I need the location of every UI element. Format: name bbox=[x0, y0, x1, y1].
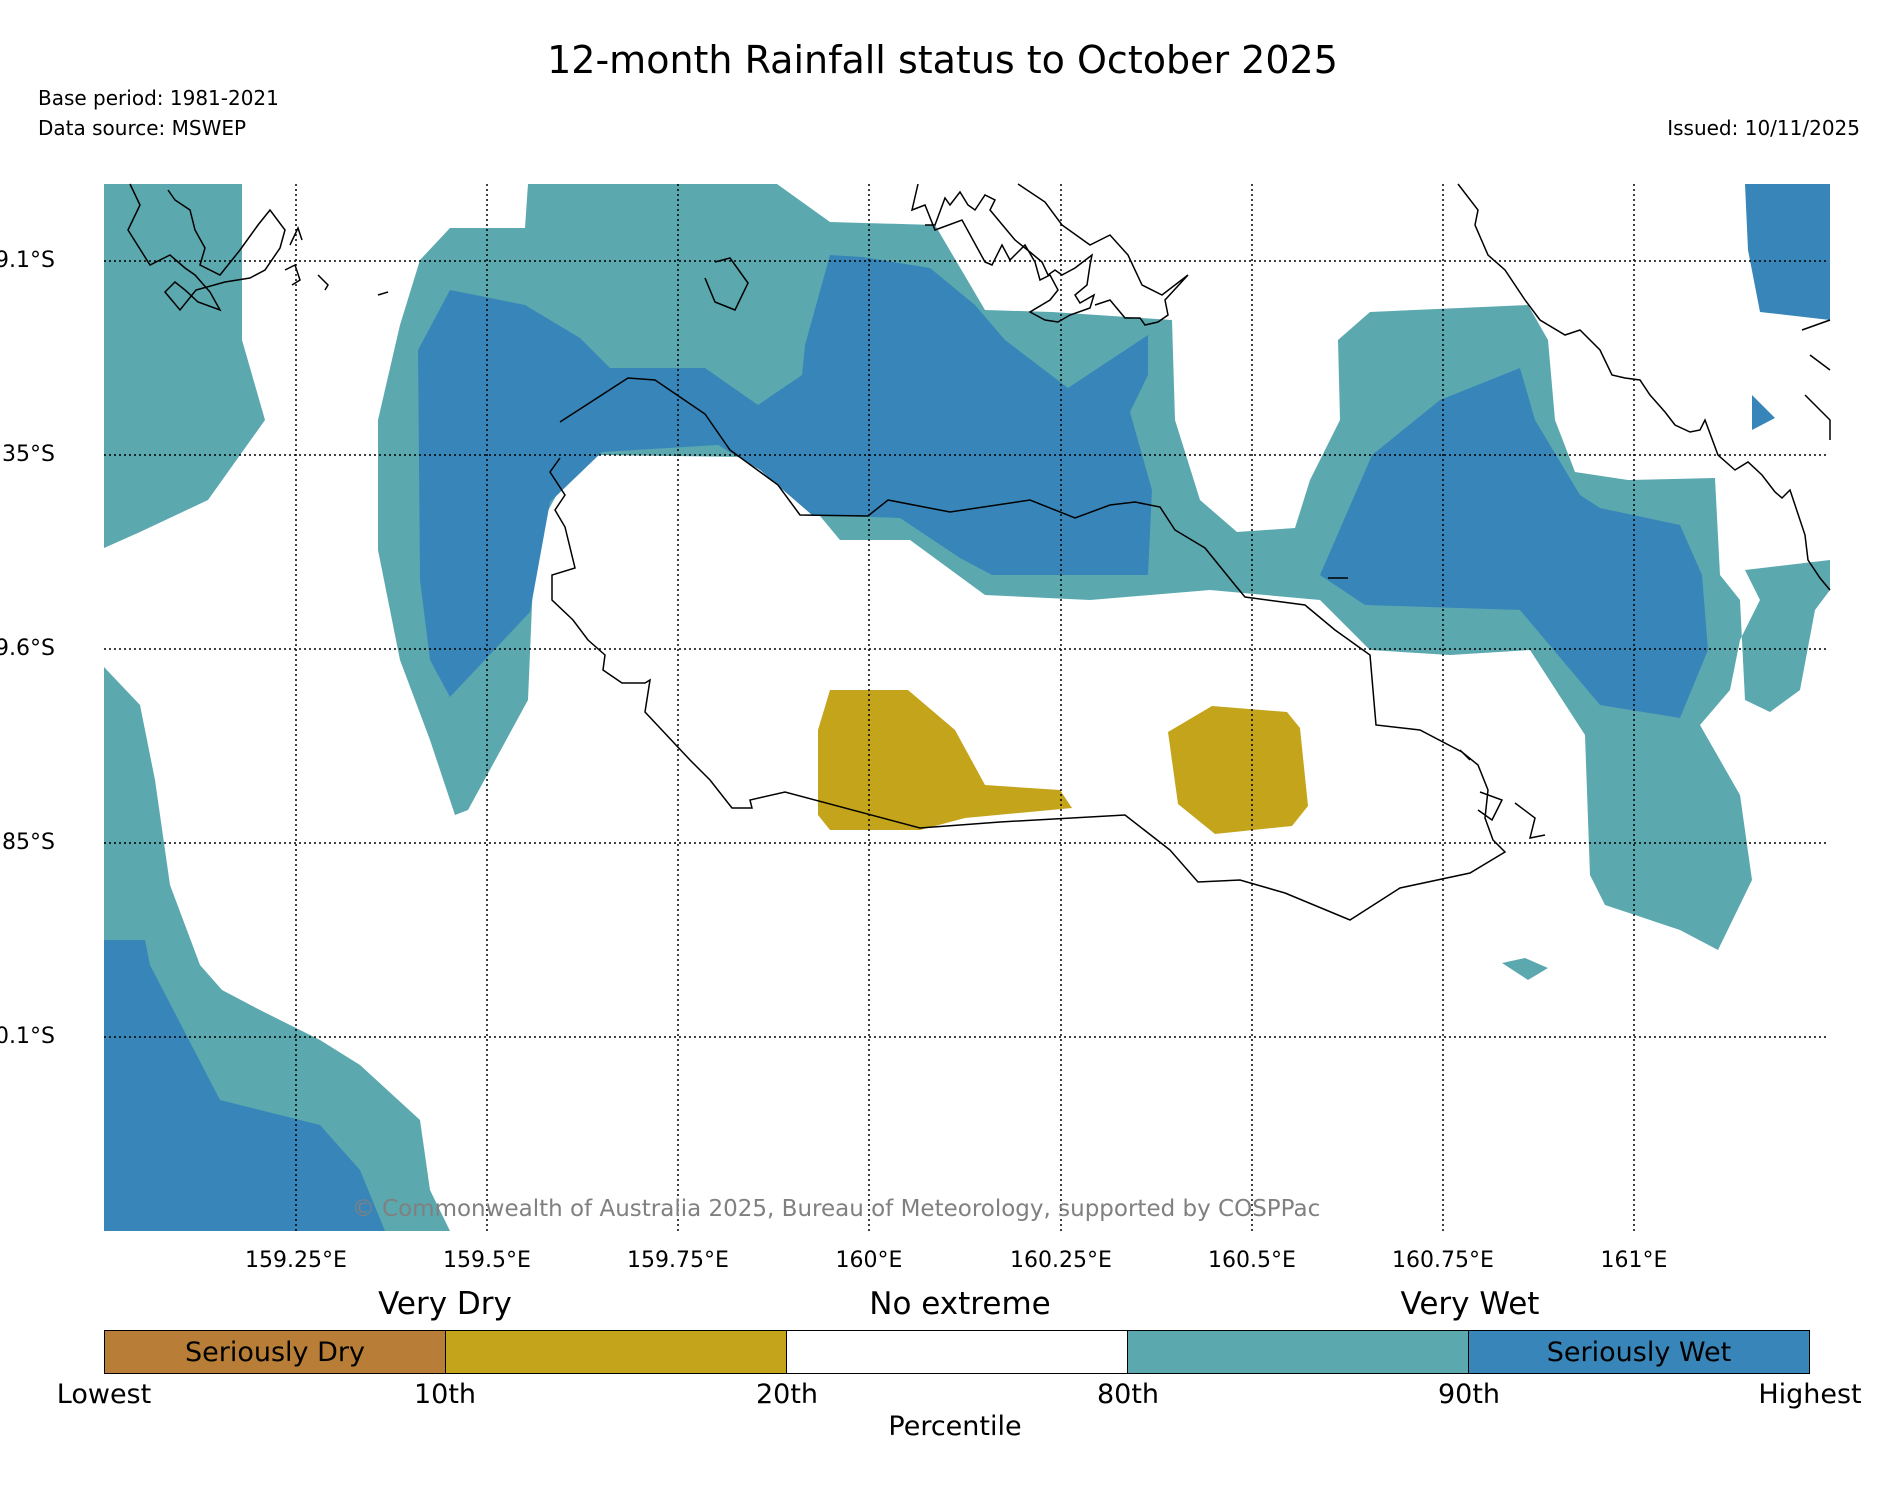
coastline-small-11 bbox=[1809, 354, 1831, 371]
coastline-small-10 bbox=[1801, 319, 1831, 331]
percentile-axis-label: Percentile bbox=[888, 1411, 1022, 1442]
coastline-small-8 bbox=[1459, 749, 1471, 761]
data-source: Data source: MSWEP bbox=[38, 116, 247, 140]
dry-region-west bbox=[818, 690, 1072, 830]
legend-segment-seriously-dry: Seriously Dry bbox=[105, 1331, 446, 1373]
lon-label: 160.75°E bbox=[1392, 1248, 1494, 1273]
seriously-wet-southwest bbox=[104, 940, 385, 1231]
lon-label: 159.5°E bbox=[443, 1248, 531, 1273]
legend-segment-label: Seriously Dry bbox=[185, 1336, 365, 1368]
coastline-small-4 bbox=[377, 291, 389, 296]
lon-label: 160.5°E bbox=[1208, 1248, 1296, 1273]
percentile-label: 80th bbox=[1096, 1379, 1160, 1410]
legend-colorbar: Seriously Dry Seriously Wet bbox=[104, 1330, 1810, 1374]
percentile-label: 90th bbox=[1437, 1379, 1501, 1410]
legend-segment-seriously-wet: Seriously Wet bbox=[1469, 1331, 1809, 1373]
legend-category-very-dry: Very Dry bbox=[378, 1286, 512, 1322]
seriously-wet-regions bbox=[104, 184, 1830, 1231]
page-title: 12-month Rainfall status to October 2025 bbox=[547, 38, 1338, 82]
legend-segment-very-dry bbox=[446, 1331, 787, 1373]
copyright-notice: © Commonwealth of Australia 2025, Bureau… bbox=[351, 1196, 1321, 1222]
lon-label: 161°E bbox=[1600, 1248, 1668, 1273]
lon-label: 159.75°E bbox=[627, 1248, 729, 1273]
legend-category-very-wet: Very Wet bbox=[1400, 1286, 1540, 1322]
dry-region-east bbox=[1168, 706, 1308, 834]
lat-label: 10.1°S bbox=[0, 1024, 55, 1049]
coastline-small-7 bbox=[1514, 802, 1546, 839]
base-period: Base period: 1981-2021 bbox=[38, 86, 279, 110]
coastline-nggela-east bbox=[1017, 183, 1189, 326]
percentile-label: 10th bbox=[413, 1379, 477, 1410]
lat-label: 9.35°S bbox=[0, 442, 55, 467]
lon-label: 160.25°E bbox=[1010, 1248, 1112, 1273]
legend-segment-no-extreme bbox=[787, 1331, 1128, 1373]
lon-label: 159.25°E bbox=[245, 1248, 347, 1273]
coastline-small-2 bbox=[284, 263, 301, 286]
coastline-savo-west bbox=[127, 183, 286, 312]
percentile-label: Lowest bbox=[56, 1379, 152, 1410]
seriously-wet-northeast-speck bbox=[1752, 395, 1775, 430]
coastline-nggela bbox=[910, 183, 1096, 323]
issued-date: Issued: 10/11/2025 bbox=[1667, 116, 1860, 140]
coastlines bbox=[127, 183, 1831, 921]
seriously-wet-northeast bbox=[1745, 184, 1830, 320]
lat-label: 9.85°S bbox=[0, 830, 55, 855]
coastline-islet bbox=[704, 257, 749, 311]
percentile-label: Highest bbox=[1758, 1379, 1862, 1410]
seriously-wet-west-central bbox=[418, 255, 1152, 697]
percentile-label: 20th bbox=[755, 1379, 819, 1410]
legend-category-no-extreme: No extreme bbox=[869, 1286, 1051, 1322]
very-dry-regions bbox=[818, 690, 1308, 834]
lon-label: 160°E bbox=[835, 1248, 903, 1273]
wet-region-northwest bbox=[104, 184, 265, 548]
coastline-small-3 bbox=[317, 274, 329, 291]
legend-segment-label: Seriously Wet bbox=[1546, 1336, 1732, 1368]
seriously-wet-east-central bbox=[1320, 368, 1708, 718]
coastline-small-1 bbox=[289, 225, 303, 246]
coastline-small-9 bbox=[1804, 394, 1831, 440]
wet-region-small-islet bbox=[1502, 958, 1548, 980]
legend-segment-very-wet bbox=[1128, 1331, 1469, 1373]
coastline-guadalcanal bbox=[549, 377, 1507, 921]
lat-label: 9.6°S bbox=[0, 636, 55, 661]
coastline-malaita bbox=[1457, 183, 1831, 591]
coastline-small-6 bbox=[1477, 791, 1504, 822]
lat-label: 9.1°S bbox=[0, 248, 55, 273]
